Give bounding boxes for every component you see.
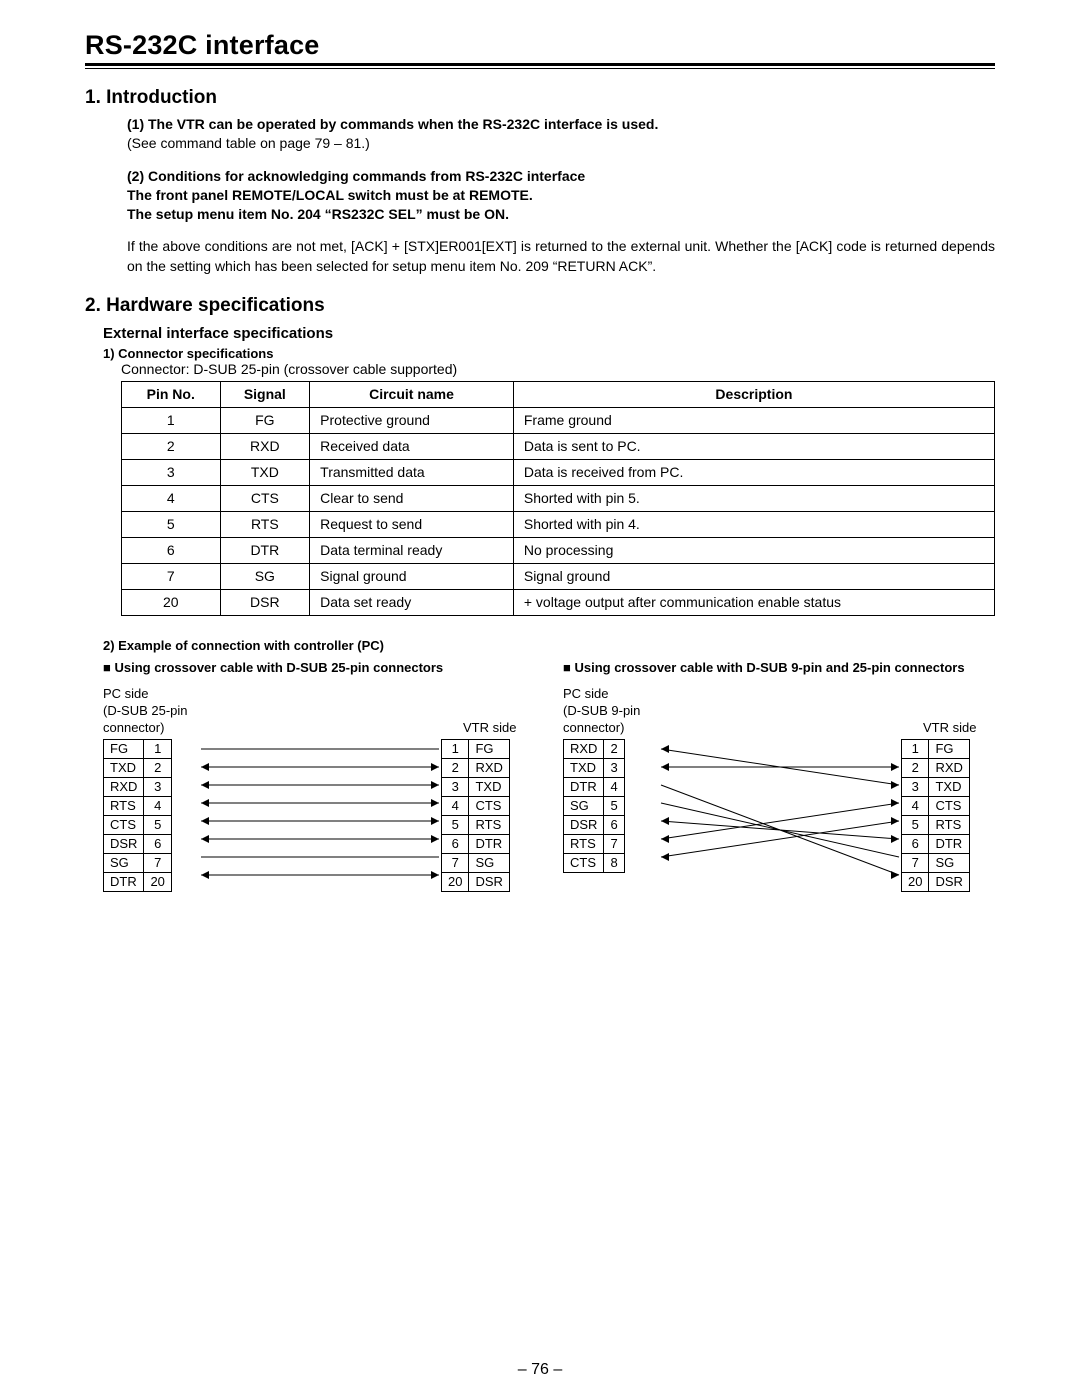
section-2-heading: 2. Hardware specifications — [85, 295, 995, 317]
table-header: Signal — [220, 381, 310, 407]
pin-table: Pin No.SignalCircuit nameDescription 1FG… — [121, 381, 995, 616]
intro-1-lead: (1) The VTR can be operated by commands … — [127, 116, 658, 132]
page-title: RS-232C interface — [85, 30, 995, 61]
table-cell: Signal ground — [310, 563, 514, 589]
diag9-pc-l1: PC side — [563, 686, 609, 701]
table-cell: Data terminal ready — [310, 537, 514, 563]
table-cell: No processing — [513, 537, 994, 563]
table-cell: 5 — [122, 511, 221, 537]
page-number: – 76 – — [0, 1361, 1080, 1379]
diag25-title: ■ Using crossover cable with D-SUB 25-pi… — [103, 659, 533, 677]
table-cell: RXD — [220, 433, 310, 459]
intro-item-2: (2) Conditions for acknowledging command… — [127, 167, 995, 224]
table-row: 2RXDReceived dataData is sent to PC. — [122, 433, 995, 459]
table-cell: Protective ground — [310, 407, 514, 433]
diag9-pc-l3: connector) — [563, 720, 624, 735]
table-cell: CTS — [220, 485, 310, 511]
connector-spec-heading: 1) Connector specifications — [103, 346, 995, 361]
intro-2-l2: The setup menu item No. 204 “RS232C SEL”… — [127, 206, 509, 222]
table-cell: 3 — [122, 459, 221, 485]
table-header: Description — [513, 381, 994, 407]
table-cell: 20 — [122, 589, 221, 615]
intro-2-l1: The front panel REMOTE/LOCAL switch must… — [127, 187, 533, 203]
diag25-title-text: Using crossover cable with D-SUB 25-pin … — [114, 660, 443, 675]
diag9-pc-l2: (D-SUB 9-pin — [563, 703, 640, 718]
intro-note: If the above conditions are not met, [AC… — [127, 237, 995, 276]
ext-iface-heading: External interface specifications — [103, 325, 995, 342]
table-cell: 7 — [122, 563, 221, 589]
table-row: 1FGProtective groundFrame ground — [122, 407, 995, 433]
table-cell: 6 — [122, 537, 221, 563]
diag9-title: ■ Using crossover cable with D-SUB 9-pin… — [563, 659, 993, 677]
table-row: 5RTSRequest to sendShorted with pin 4. — [122, 511, 995, 537]
intro-1-sub: (See command table on page 79 – 81.) — [127, 135, 370, 151]
table-cell: TXD — [220, 459, 310, 485]
table-cell: Data is received from PC. — [513, 459, 994, 485]
diag25-pc-l1: PC side — [103, 686, 149, 701]
table-cell: 4 — [122, 485, 221, 511]
table-cell: SG — [220, 563, 310, 589]
example-heading: 2) Example of connection with controller… — [103, 638, 995, 653]
square-icon: ■ — [563, 660, 574, 675]
table-row: 6DTRData terminal readyNo processing — [122, 537, 995, 563]
diag9-title-text: Using crossover cable with D-SUB 9-pin a… — [574, 660, 964, 675]
table-row: 4CTSClear to sendShorted with pin 5. — [122, 485, 995, 511]
intro-item-1: (1) The VTR can be operated by commands … — [127, 115, 995, 153]
diagram-9pin: ■ Using crossover cable with D-SUB 9-pin… — [563, 659, 993, 909]
table-header: Circuit name — [310, 381, 514, 407]
table-row: 3TXDTransmitted dataData is received fro… — [122, 459, 995, 485]
diag25-pc-l3: connector) — [103, 720, 164, 735]
table-cell: + voltage output after communication ena… — [513, 589, 994, 615]
table-cell: 1 — [122, 407, 221, 433]
table-cell: Transmitted data — [310, 459, 514, 485]
title-rule-thin — [85, 68, 995, 69]
square-icon: ■ — [103, 660, 114, 675]
table-cell: Data is sent to PC. — [513, 433, 994, 459]
table-row: 7SGSignal groundSignal ground — [122, 563, 995, 589]
diagram-25pin: ■ Using crossover cable with D-SUB 25-pi… — [103, 659, 533, 909]
title-rule — [85, 63, 995, 66]
table-cell: Data set ready — [310, 589, 514, 615]
table-cell: Request to send — [310, 511, 514, 537]
table-cell: 2 — [122, 433, 221, 459]
table-cell: Received data — [310, 433, 514, 459]
table-cell: Shorted with pin 4. — [513, 511, 994, 537]
table-row: 20DSRData set ready+ voltage output afte… — [122, 589, 995, 615]
wiring-diagram — [103, 739, 533, 887]
table-cell: RTS — [220, 511, 310, 537]
diag25-vtr: VTR side — [463, 720, 516, 735]
diag9-vtr: VTR side — [923, 720, 976, 735]
table-cell: Frame ground — [513, 407, 994, 433]
section-1-heading: 1. Introduction — [85, 87, 995, 109]
table-cell: DSR — [220, 589, 310, 615]
table-cell: Shorted with pin 5. — [513, 485, 994, 511]
table-cell: FG — [220, 407, 310, 433]
connector-spec-body: Connector: D-SUB 25-pin (crossover cable… — [121, 361, 995, 377]
wiring-diagram — [563, 739, 993, 887]
table-cell: Signal ground — [513, 563, 994, 589]
table-cell: DTR — [220, 537, 310, 563]
intro-2-lead: (2) Conditions for acknowledging command… — [127, 168, 585, 184]
table-cell: Clear to send — [310, 485, 514, 511]
diag25-pc-l2: (D-SUB 25-pin — [103, 703, 188, 718]
table-header: Pin No. — [122, 381, 221, 407]
